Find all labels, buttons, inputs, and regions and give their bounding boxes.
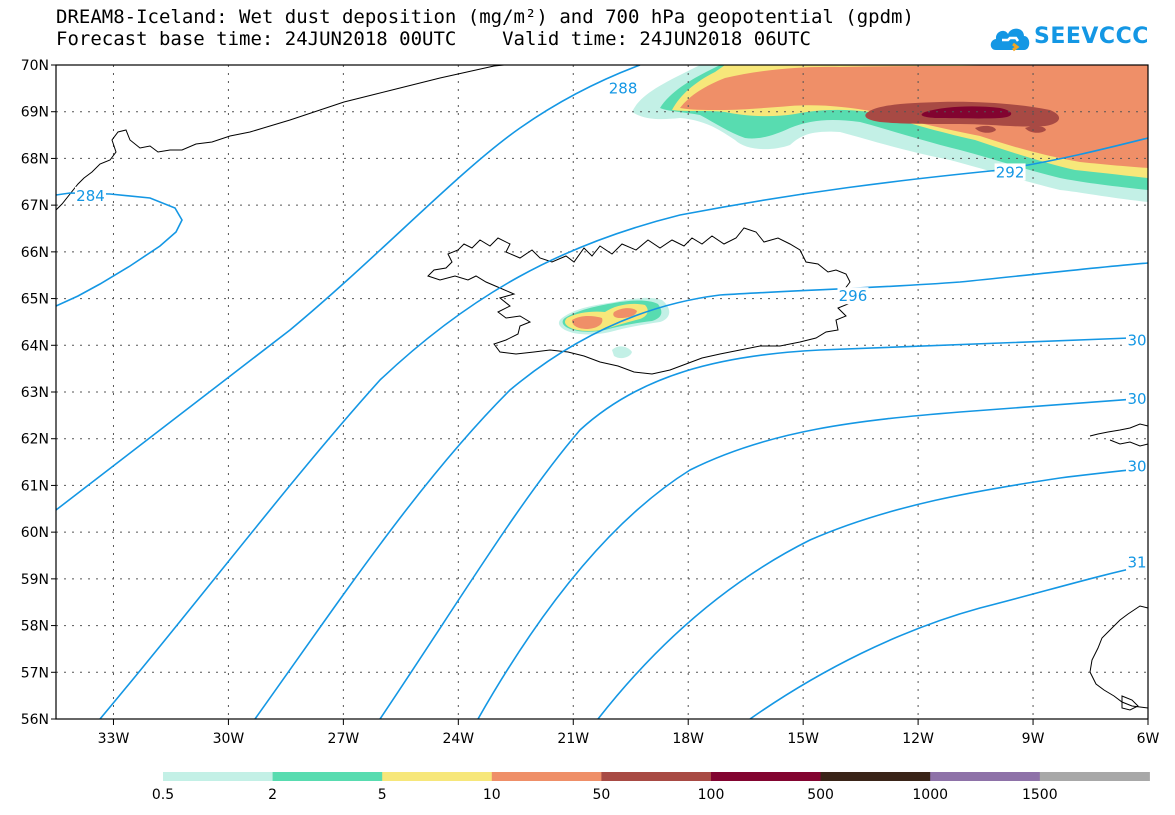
legend-label: 1500 xyxy=(1022,787,1058,803)
map-title: DREAM8-Iceland: Wet dust deposition (mg/… xyxy=(56,6,914,28)
lon-tick-label: 18W xyxy=(672,731,704,747)
legend-label: 100 xyxy=(698,787,725,803)
lat-tick-label: 61N xyxy=(21,478,49,494)
lon-tick-label: 15W xyxy=(787,731,819,747)
shetland-isle xyxy=(1121,695,1139,711)
legend-label: 10 xyxy=(483,787,501,803)
legend-swatch xyxy=(272,772,383,781)
contour-label-bg xyxy=(607,79,639,97)
lat-tick-label: 62N xyxy=(21,432,49,448)
legend-swatch xyxy=(711,772,822,781)
contour-label: 30 xyxy=(1127,390,1146,408)
lat-tick-label: 57N xyxy=(21,665,49,681)
lat-tick-label: 60N xyxy=(21,525,49,541)
lat-tick-label: 68N xyxy=(21,151,49,167)
lat-tick-label: 58N xyxy=(21,619,49,635)
dust-deposition-fields xyxy=(558,65,1148,359)
dust-plume-50b xyxy=(975,125,996,133)
dust-iceland-10a xyxy=(572,315,603,329)
contour-label: 31 xyxy=(1127,554,1146,572)
iceland-coastline xyxy=(427,227,853,375)
dust-plume-100 xyxy=(921,106,1012,119)
lon-tick-label: 6W xyxy=(1137,731,1160,747)
legend-swatch xyxy=(1039,772,1150,781)
legend-label: 50 xyxy=(592,787,610,803)
lat-tick-label: 66N xyxy=(21,245,49,261)
contour-labels: 284 288 292 296 30 30 30 31 xyxy=(74,79,1148,572)
legend-swatch xyxy=(601,772,712,781)
greenland-coastline xyxy=(55,64,505,211)
contour-label: 284 xyxy=(76,187,105,205)
legend-swatch xyxy=(382,772,493,781)
legend-label: 500 xyxy=(807,787,834,803)
lon-tick-label: 9W xyxy=(1022,731,1045,747)
contour-300 xyxy=(379,336,1148,719)
contour-312 xyxy=(749,564,1148,719)
contour-label-bg xyxy=(994,163,1026,181)
lon-tick-label: 27W xyxy=(328,731,360,747)
lat-tick-label: 70N xyxy=(21,58,49,74)
graticule xyxy=(56,65,1148,719)
lat-tick-label: 64N xyxy=(21,338,49,354)
contour-304 xyxy=(477,397,1148,719)
cloud-icon xyxy=(990,28,1030,52)
contour-label: 30 xyxy=(1127,458,1146,476)
dust-iceland-0.5b xyxy=(612,346,632,359)
legend-swatch xyxy=(491,772,602,781)
legend-label: 5 xyxy=(378,787,387,803)
legend-swatch xyxy=(930,772,1041,781)
contour-label-bg xyxy=(74,186,106,204)
lat-tick-label: 56N xyxy=(21,712,49,728)
contour-label: 296 xyxy=(839,287,868,305)
lon-tick-label: 24W xyxy=(442,731,474,747)
dust-plume-50c xyxy=(1025,125,1046,133)
map-axes: 33W 30W 27W 24W 21W 18W 15W 12W 9W 6W 70N 69N 68N 67N… xyxy=(21,58,1160,747)
lon-tick-label: 21W xyxy=(557,731,589,747)
contour-284 xyxy=(56,192,183,307)
contour-label: 30 xyxy=(1127,332,1146,350)
contour-292 xyxy=(99,137,1148,719)
contour-label-bg xyxy=(1126,553,1148,571)
lat-tick-label: 69N xyxy=(21,105,49,121)
coastlines xyxy=(55,64,1149,711)
hebrides-coastline xyxy=(1089,605,1149,709)
contour-label-bg xyxy=(1126,390,1148,408)
legend-swatch xyxy=(820,772,931,781)
lat-tick-label: 59N xyxy=(21,572,49,588)
contour-label-bg xyxy=(1126,457,1148,475)
lon-tick-label: 33W xyxy=(98,731,130,747)
legend-label: 2 xyxy=(268,787,277,803)
deposition-legend: 0.5 2 5 10 50 100 500 1000 1500 xyxy=(152,772,1150,803)
lat-tick-label: 63N xyxy=(21,385,49,401)
contour-label-bg xyxy=(1126,331,1148,349)
map-subtitle-times: Forecast base time: 24JUN2018 00UTC Vali… xyxy=(56,28,811,50)
legend-label: 1000 xyxy=(912,787,948,803)
contour-288 xyxy=(56,65,641,511)
lat-tick-label: 65N xyxy=(21,292,49,308)
contour-label: 292 xyxy=(996,163,1025,181)
seevccc-logo: SEEVCCC xyxy=(988,18,1168,58)
legend-label: 0.5 xyxy=(152,787,174,803)
dust-iceland-10b xyxy=(613,308,637,318)
contour-label: 288 xyxy=(609,79,638,97)
contour-308 xyxy=(597,467,1148,719)
lon-tick-label: 30W xyxy=(213,731,245,747)
contour-label-bg xyxy=(837,287,869,305)
legend-swatch xyxy=(163,772,274,781)
lon-tick-label: 12W xyxy=(902,731,934,747)
logo-text: SEEVCCC xyxy=(1034,24,1149,49)
lat-tick-label: 67N xyxy=(21,198,49,214)
contour-296 xyxy=(254,262,1148,719)
orkney-coastline xyxy=(1089,423,1149,447)
